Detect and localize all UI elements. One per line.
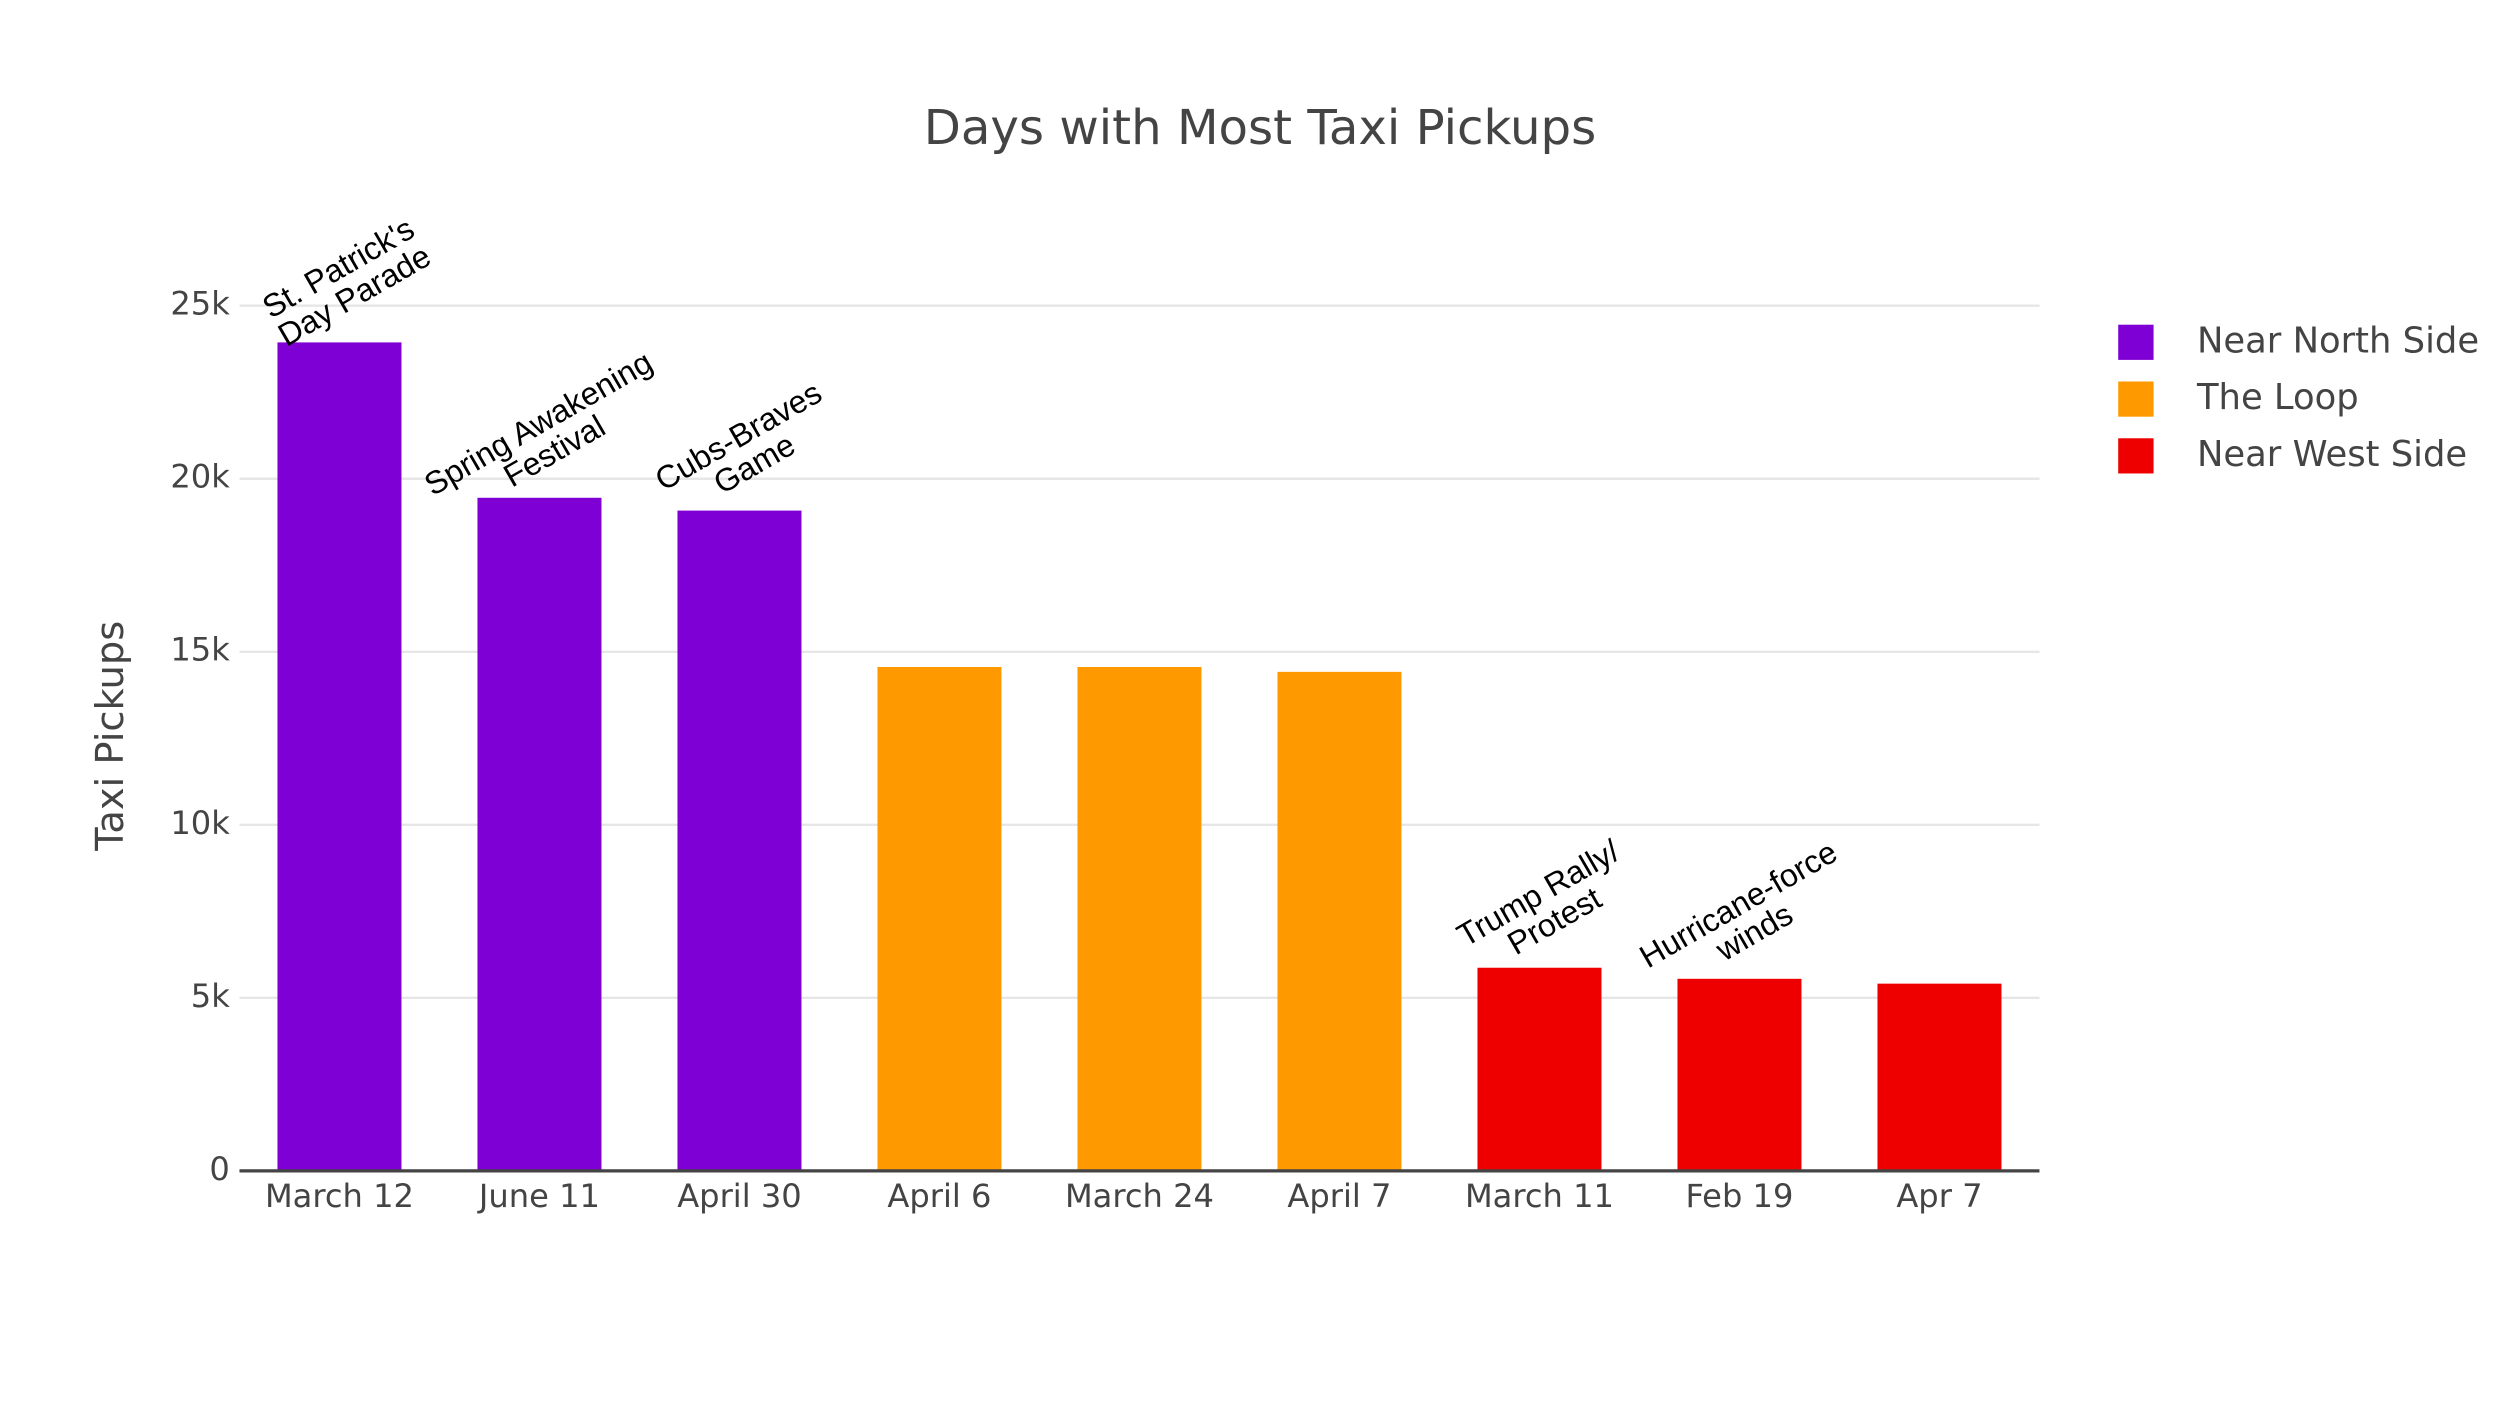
y-tick-label: 0	[209, 1150, 229, 1188]
legend-swatch	[2118, 324, 2154, 360]
y-tick-label: 20k	[170, 458, 230, 496]
bar	[1877, 983, 2002, 1171]
bar	[1477, 967, 1602, 1171]
bar	[1077, 667, 1202, 1171]
y-tick-label: 25k	[170, 285, 230, 323]
x-tick-label: April 7	[1287, 1177, 1391, 1215]
y-axis-label: Taxi Pickups	[88, 621, 133, 852]
legend-label: Near West Side	[2197, 434, 2467, 475]
legend-swatch	[2118, 381, 2154, 417]
chart-title: Days with Most Taxi Pickups	[924, 100, 1597, 156]
legend-swatch	[2118, 438, 2154, 474]
x-tick-label: June 11	[477, 1177, 600, 1215]
x-tick-label: April 6	[887, 1177, 991, 1215]
x-tick-label: March 24	[1065, 1177, 1214, 1215]
bar	[277, 342, 402, 1171]
x-tick-label: Feb 19	[1685, 1177, 1793, 1215]
y-tick-label: 5k	[191, 977, 230, 1015]
bar	[677, 510, 802, 1171]
bar	[1277, 671, 1402, 1171]
x-tick-label: March 12	[265, 1177, 414, 1215]
x-tick-label: April 30	[677, 1177, 802, 1215]
legend-label: Near North Side	[2197, 320, 2479, 361]
y-tick-label: 15k	[170, 631, 230, 669]
bar	[1677, 978, 1802, 1171]
bar	[477, 497, 602, 1171]
y-tick-label: 10k	[170, 804, 230, 842]
bar	[877, 667, 1002, 1171]
legend-label: The Loop	[2196, 377, 2359, 418]
x-tick-label: March 11	[1465, 1177, 1614, 1215]
x-tick-label: Apr 7	[1896, 1177, 1982, 1215]
annotation: Trump Rally/Protest	[1451, 832, 1626, 961]
